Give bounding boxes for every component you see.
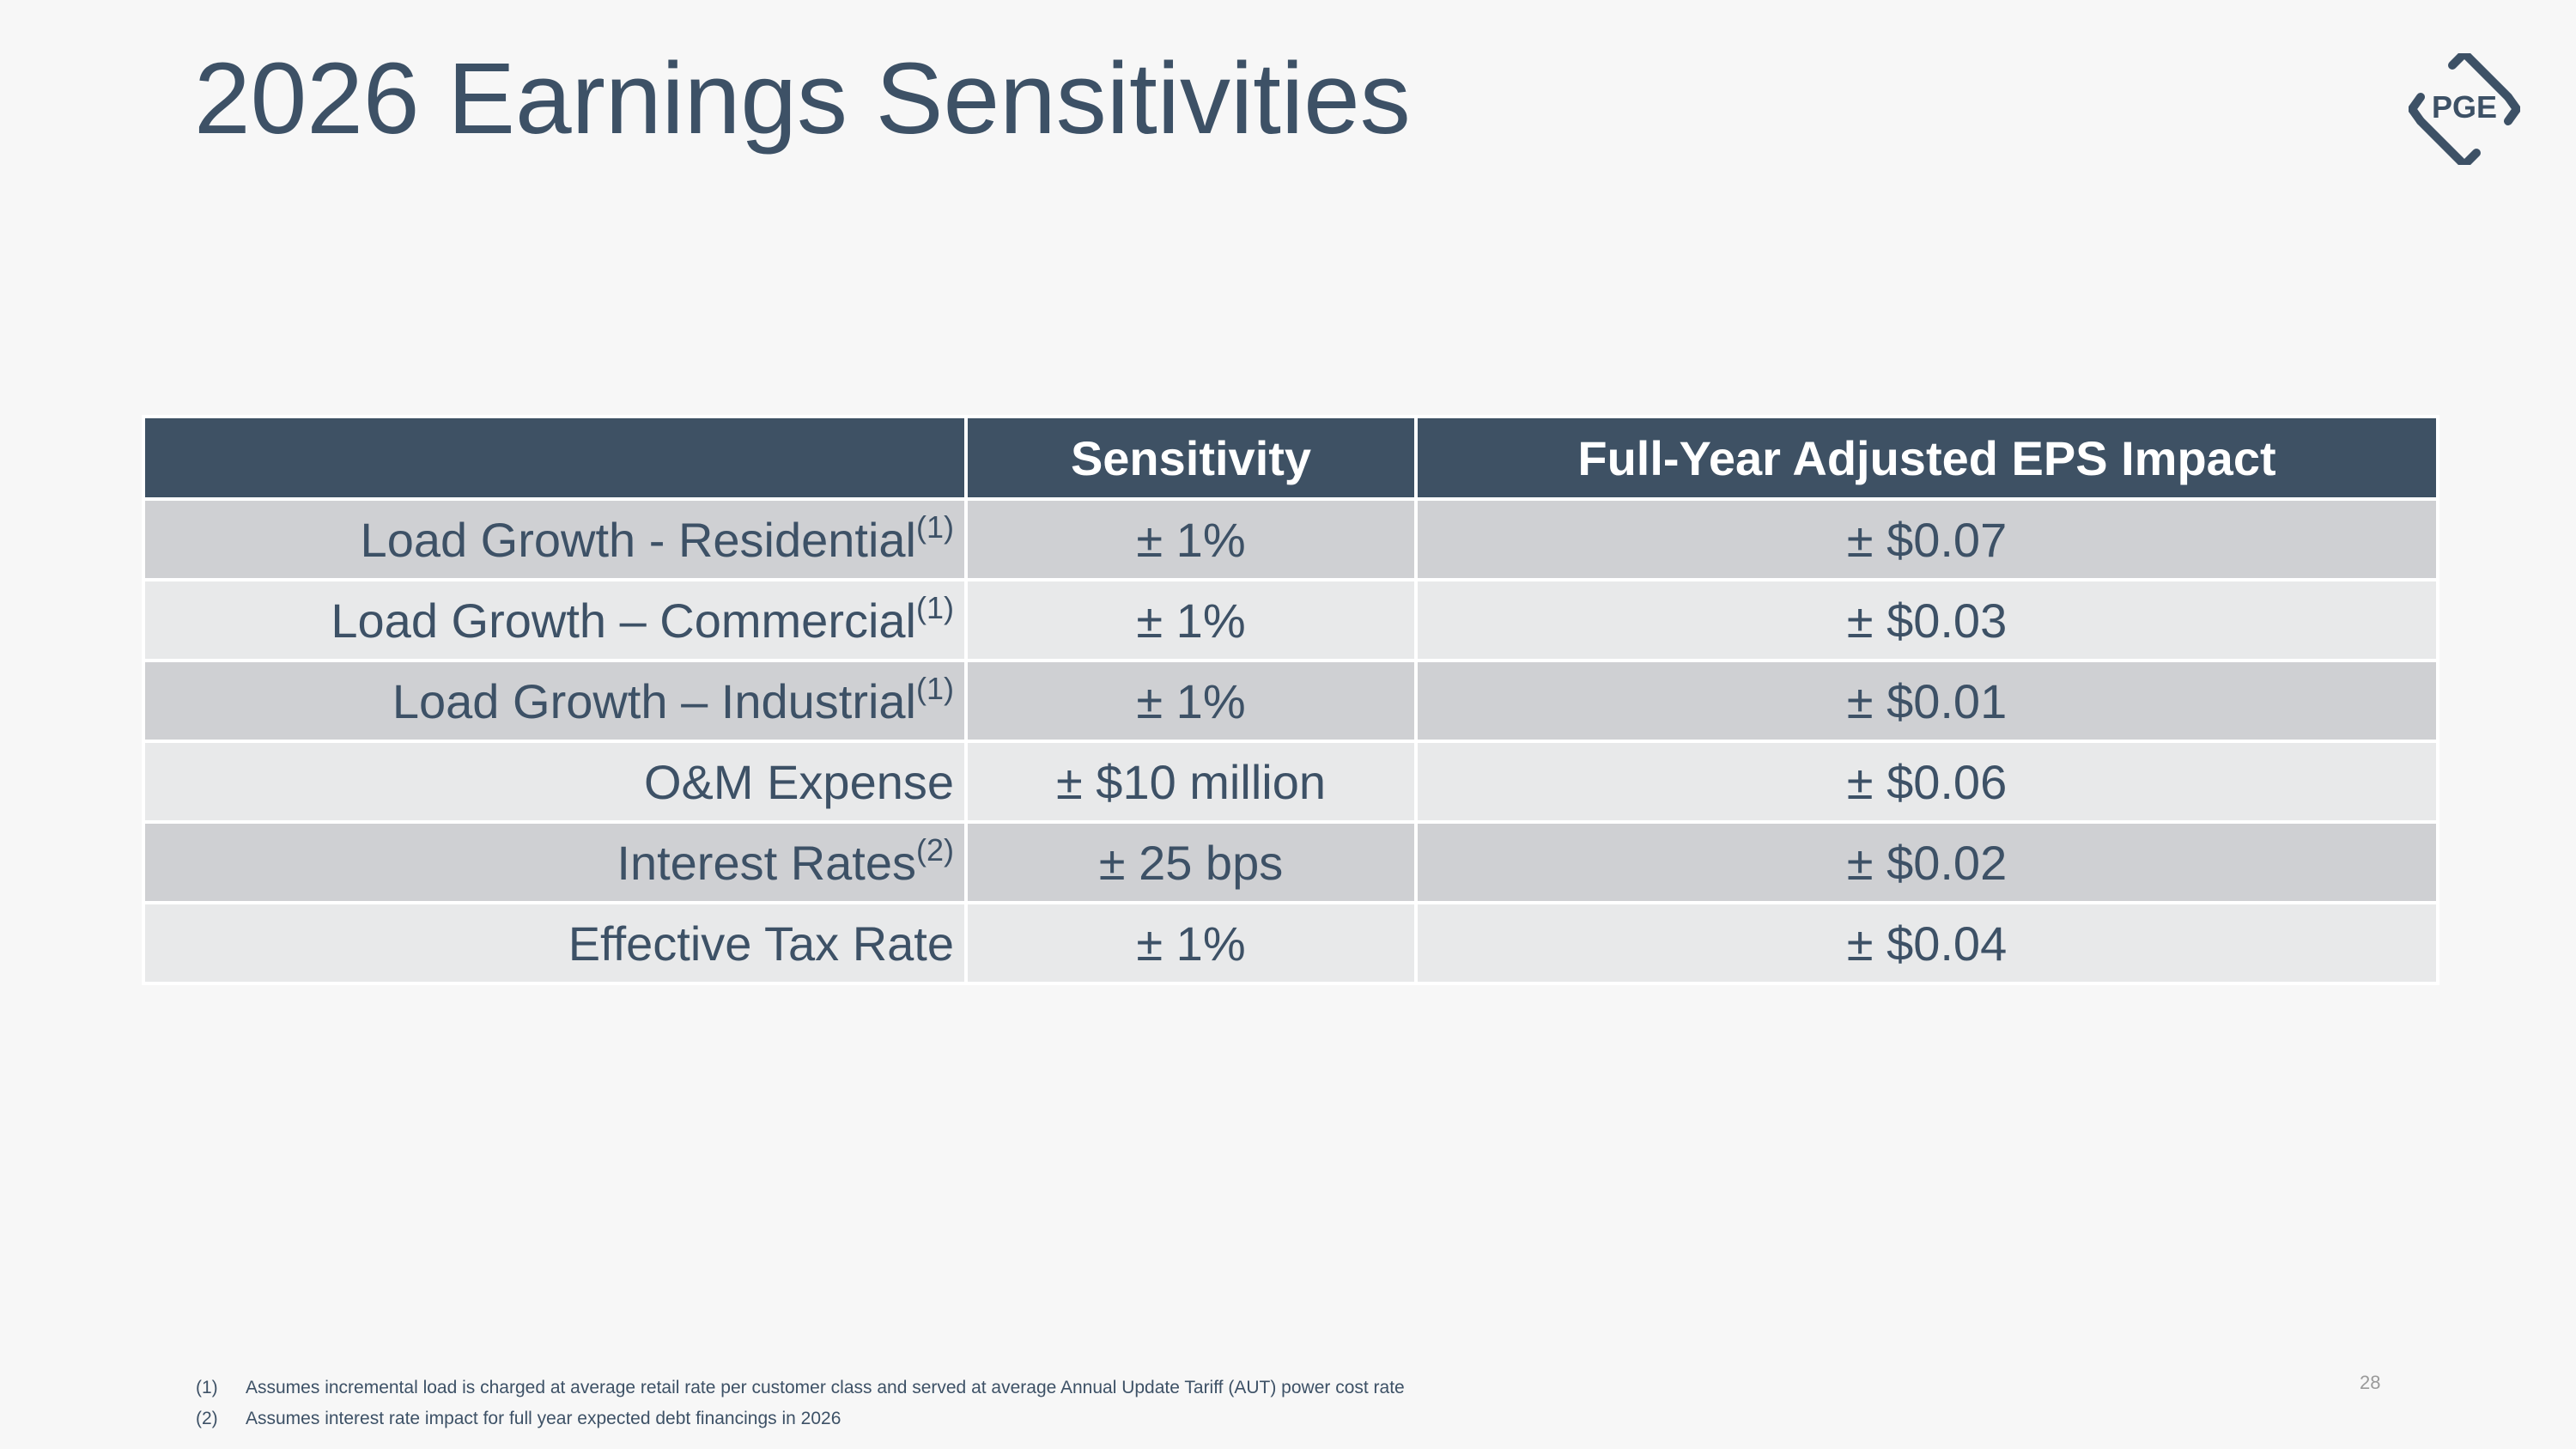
sensitivity-table: Sensitivity Full-Year Adjusted EPS Impac… [142,415,2439,985]
footnote-ref: (1) [916,589,954,625]
row-label: Load Growth - Residential(1) [142,497,968,581]
logo-text: PGE [2432,89,2497,125]
footnote-mark: (1) [196,1378,218,1397]
row-sensitivity: ± 1% [964,659,1418,743]
table-row: Load Growth - Residential(1) ± 1% ± $0.0… [142,497,2439,581]
row-sensitivity: ± 1% [964,578,1418,662]
row-eps-impact: ± $0.04 [1414,901,2439,985]
row-label: Interest Rates(2) [142,820,968,904]
footnote-ref: (2) [916,831,954,868]
row-eps-impact: ± $0.07 [1414,497,2439,581]
row-eps-impact: ± $0.06 [1414,740,2439,824]
footnote-text: Assumes interest rate impact for full ye… [246,1409,841,1428]
row-sensitivity: ± $10 million [964,740,1418,824]
footnotes: (1) Assumes incremental load is charged … [196,1373,1405,1434]
row-label: Load Growth – Commercial(1) [142,578,968,662]
header-sensitivity: Sensitivity [964,415,1418,501]
row-label: Effective Tax Rate [142,901,968,985]
row-sensitivity: ± 25 bps [964,820,1418,904]
footnote-1: (1) Assumes incremental load is charged … [196,1373,1405,1403]
table-row: Interest Rates(2) ± 25 bps ± $0.02 [142,820,2439,904]
pge-logo: PGE [2409,53,2520,165]
row-eps-impact: ± $0.02 [1414,820,2439,904]
footnote-mark: (2) [196,1409,218,1428]
table-row: Effective Tax Rate ± 1% ± $0.04 [142,901,2439,985]
row-label: Load Growth – Industrial(1) [142,659,968,743]
footnote-ref: (1) [916,508,954,545]
row-sensitivity: ± 1% [964,901,1418,985]
header-eps-impact: Full-Year Adjusted EPS Impact [1414,415,2439,501]
header-label [142,415,968,501]
footnote-text: Assumes incremental load is charged at a… [246,1378,1405,1397]
row-eps-impact: ± $0.01 [1414,659,2439,743]
page-number: 28 [2360,1372,2381,1393]
footnote-ref: (1) [916,670,954,706]
table-row: O&M Expense ± $10 million ± $0.06 [142,740,2439,824]
row-sensitivity: ± 1% [964,497,1418,581]
table-row: Load Growth – Commercial(1) ± 1% ± $0.03 [142,578,2439,662]
row-eps-impact: ± $0.03 [1414,578,2439,662]
table-row: Load Growth – Industrial(1) ± 1% ± $0.01 [142,659,2439,743]
slide-title: 2026 Earnings Sensitivities [194,42,1411,155]
table-header-row: Sensitivity Full-Year Adjusted EPS Impac… [142,415,2439,501]
footnote-2: (2) Assumes interest rate impact for ful… [196,1403,1405,1434]
row-label: O&M Expense [142,740,968,824]
